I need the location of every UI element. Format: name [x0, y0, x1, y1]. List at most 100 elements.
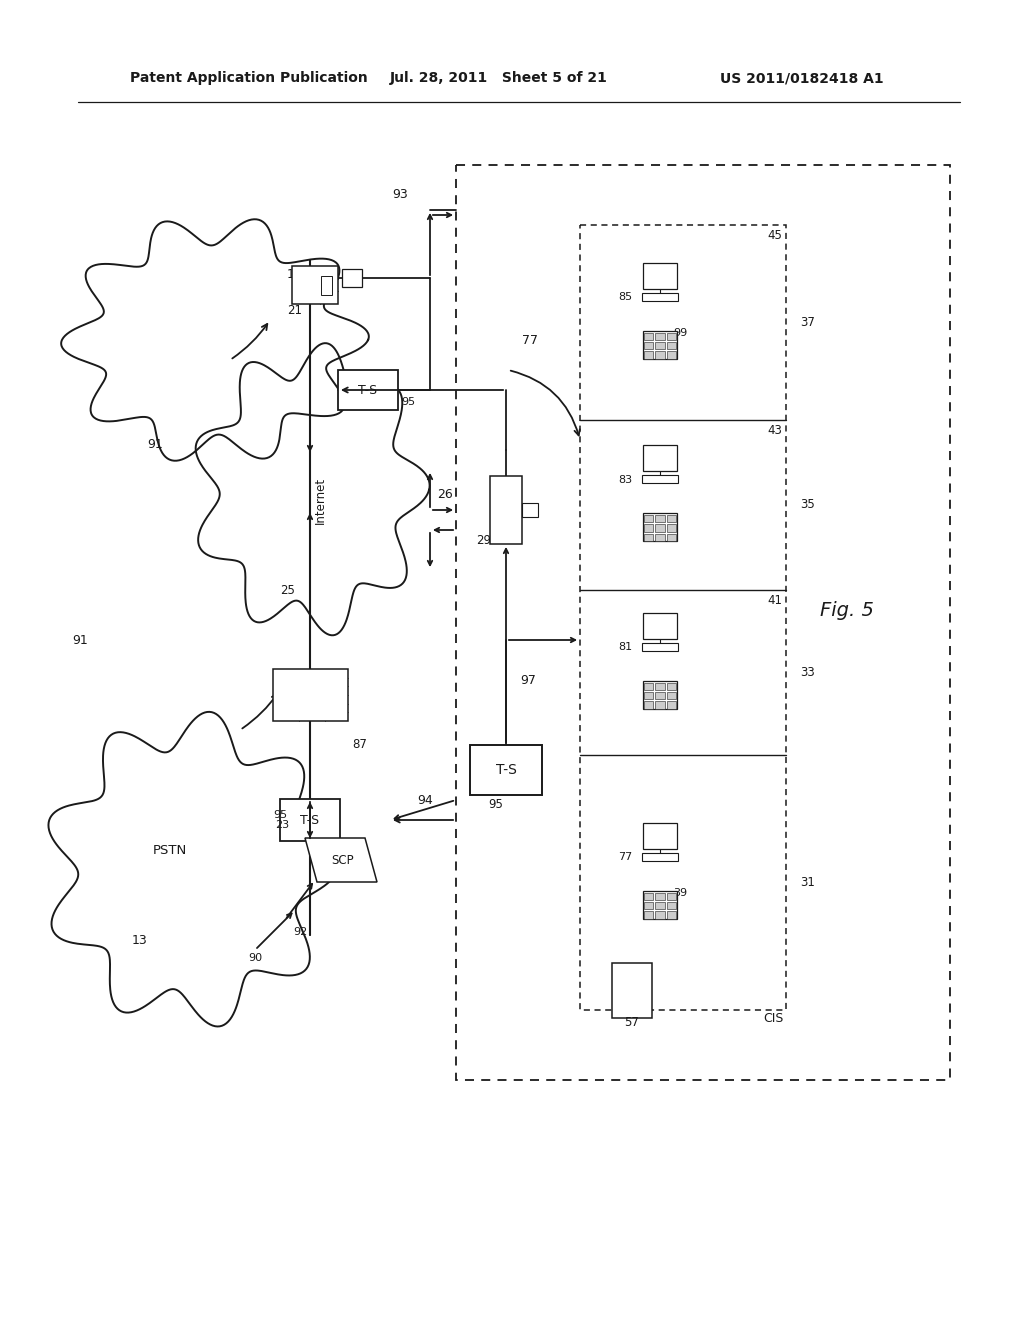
Text: 39: 39 — [673, 887, 687, 898]
Text: PSTN: PSTN — [153, 843, 187, 857]
Text: Internet: Internet — [313, 477, 327, 524]
Bar — [667, 902, 676, 909]
Bar — [655, 892, 665, 900]
Text: 15: 15 — [287, 268, 303, 281]
Bar — [667, 533, 676, 541]
Text: 31: 31 — [800, 876, 815, 888]
Text: Patent Application Publication: Patent Application Publication — [130, 71, 368, 84]
Bar — [655, 533, 665, 541]
Bar — [655, 515, 665, 523]
Bar — [655, 682, 665, 690]
Text: 92: 92 — [293, 927, 307, 937]
Text: 35: 35 — [800, 499, 815, 511]
Text: T-S: T-S — [300, 813, 319, 826]
Bar — [667, 342, 676, 350]
Bar — [643, 330, 677, 359]
Text: CIS: CIS — [764, 1012, 784, 1026]
Text: 95: 95 — [401, 397, 415, 407]
Text: 83: 83 — [617, 475, 632, 484]
Bar — [470, 744, 542, 795]
Bar — [644, 351, 653, 359]
Text: 91: 91 — [72, 634, 88, 647]
Bar — [667, 692, 676, 700]
Bar — [667, 524, 676, 532]
Text: Fig. 5: Fig. 5 — [820, 601, 873, 619]
Bar — [644, 911, 653, 919]
Bar — [643, 891, 677, 919]
Text: 87: 87 — [352, 738, 368, 751]
Bar — [644, 892, 653, 900]
Bar — [272, 669, 347, 721]
Bar — [338, 370, 398, 411]
Bar — [667, 911, 676, 919]
Bar — [342, 269, 362, 286]
Bar — [643, 822, 677, 849]
Bar — [667, 682, 676, 690]
Text: 43: 43 — [767, 424, 782, 437]
Text: 57: 57 — [625, 1015, 639, 1028]
Bar — [644, 701, 653, 709]
Bar — [522, 503, 538, 517]
Bar — [612, 962, 652, 1018]
Text: 13: 13 — [132, 933, 147, 946]
Bar — [644, 333, 653, 339]
Text: 25: 25 — [281, 583, 296, 597]
Bar — [642, 475, 678, 483]
Bar — [655, 342, 665, 350]
Bar — [580, 224, 786, 1010]
Bar — [642, 643, 678, 651]
Text: 21: 21 — [288, 304, 302, 317]
Text: 81: 81 — [617, 643, 632, 652]
Polygon shape — [305, 838, 377, 882]
Text: 95: 95 — [273, 810, 287, 820]
Text: 26: 26 — [437, 488, 453, 502]
Text: Jul. 28, 2011   Sheet 5 of 21: Jul. 28, 2011 Sheet 5 of 21 — [390, 71, 608, 84]
Bar — [456, 165, 950, 1080]
Bar — [655, 692, 665, 700]
Bar — [292, 267, 338, 304]
Text: 91: 91 — [147, 438, 163, 451]
Bar — [655, 911, 665, 919]
Bar — [644, 533, 653, 541]
Bar — [655, 902, 665, 909]
Text: 45: 45 — [767, 228, 782, 242]
Bar — [642, 853, 678, 861]
Bar — [644, 692, 653, 700]
Text: 94: 94 — [417, 793, 433, 807]
Bar — [490, 477, 522, 544]
Bar — [280, 799, 340, 841]
Bar — [643, 263, 677, 289]
Text: 37: 37 — [800, 315, 815, 329]
Text: 93: 93 — [392, 189, 408, 202]
Text: T-S: T-S — [496, 763, 516, 777]
Bar — [667, 515, 676, 523]
Text: 85: 85 — [617, 293, 632, 302]
Bar — [667, 892, 676, 900]
Bar — [644, 682, 653, 690]
Bar — [644, 515, 653, 523]
Bar — [643, 513, 677, 541]
Bar — [667, 701, 676, 709]
Text: 41: 41 — [767, 594, 782, 607]
Bar — [644, 342, 653, 350]
Bar — [644, 524, 653, 532]
Bar — [655, 333, 665, 339]
Bar — [643, 445, 677, 471]
Bar — [321, 276, 332, 294]
Text: T-S: T-S — [358, 384, 378, 396]
Text: 77: 77 — [617, 853, 632, 862]
Bar — [655, 701, 665, 709]
Bar — [655, 524, 665, 532]
Text: 99: 99 — [673, 327, 687, 338]
Text: 97: 97 — [520, 673, 536, 686]
Text: 29: 29 — [476, 533, 492, 546]
Bar — [644, 902, 653, 909]
Text: 23: 23 — [274, 820, 289, 830]
Text: SCP: SCP — [332, 854, 354, 866]
Bar — [642, 293, 678, 301]
Bar — [667, 333, 676, 339]
Bar — [643, 612, 677, 639]
Text: 33: 33 — [800, 667, 815, 678]
Text: 90: 90 — [248, 953, 262, 964]
Bar — [655, 351, 665, 359]
